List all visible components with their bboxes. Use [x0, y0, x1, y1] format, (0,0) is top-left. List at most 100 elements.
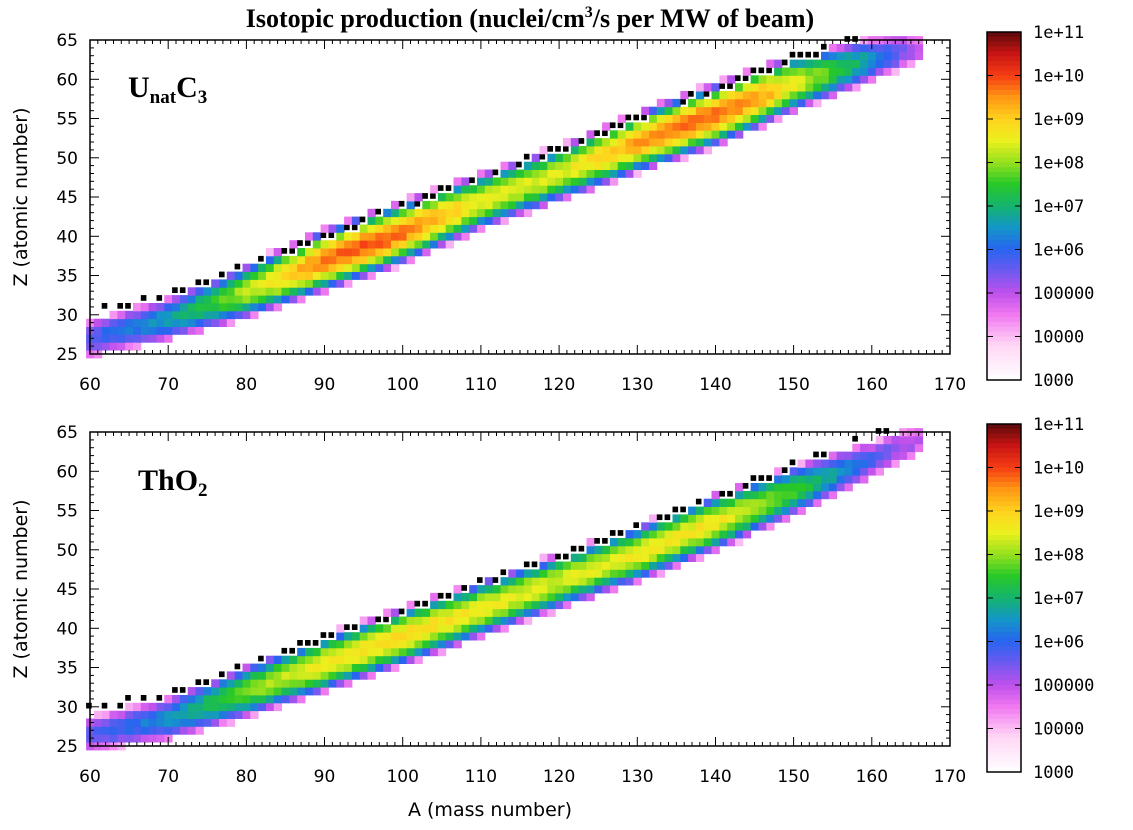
heatmap-cell — [187, 718, 196, 727]
colorbar-segment — [987, 302, 1021, 309]
heatmap-cell — [649, 161, 658, 170]
heatmap-cell — [852, 451, 861, 460]
heatmap-cell — [867, 67, 877, 76]
heatmap-cell — [688, 522, 697, 531]
heatmap-cell — [422, 224, 431, 233]
colorbar-tick-label: 1000 — [1033, 763, 1074, 783]
heatmap-cell — [234, 687, 243, 696]
heatmap-cell — [789, 67, 798, 76]
heatmap-cell — [891, 43, 900, 53]
heatmap-cell — [117, 718, 126, 727]
heatmap-cell — [641, 561, 650, 570]
heatmap-cell — [727, 538, 736, 547]
heatmap-cell — [414, 248, 423, 257]
heatmap-cell — [781, 67, 791, 76]
heatmap-cell — [516, 600, 525, 610]
heatmap-cell — [133, 318, 142, 327]
heatmap-cell — [93, 710, 103, 719]
heatmap-cell — [633, 530, 642, 539]
heatmap-cell — [555, 193, 564, 202]
heatmap-cell — [406, 224, 415, 233]
heatmap-cell — [649, 153, 658, 163]
heatmap-cell — [398, 632, 408, 641]
y-tick-label: 35 — [56, 659, 78, 679]
heatmap-cell — [414, 616, 423, 625]
heatmap-cell — [93, 718, 103, 727]
heatmap-cell — [523, 616, 533, 625]
heatmap-cell — [821, 75, 830, 84]
heatmap-cell — [805, 83, 814, 92]
colorbar-segment — [987, 428, 1021, 435]
heatmap-cell — [328, 240, 337, 249]
heatmap-cell — [844, 83, 853, 92]
heatmap-cell — [367, 632, 376, 641]
heatmap-cell — [711, 522, 720, 531]
heatmap-cell — [860, 75, 869, 84]
heatmap-cell — [633, 538, 642, 547]
heatmap-cell — [625, 561, 634, 570]
heatmap-cell — [821, 43, 827, 50]
heatmap-cell — [695, 122, 705, 131]
heatmap-cell — [625, 138, 634, 147]
heatmap-cell — [140, 710, 150, 719]
heatmap-cell — [649, 553, 658, 562]
heatmap-cell — [109, 710, 118, 719]
heatmap-cell — [391, 208, 400, 218]
heatmap-cell — [351, 640, 361, 649]
colorbar-segment — [987, 622, 1021, 628]
heatmap-cell — [649, 538, 658, 547]
heatmap-cell — [187, 687, 196, 696]
colorbar-segment — [987, 515, 1021, 522]
colorbar-segment — [987, 210, 1021, 217]
heatmap-cell — [742, 506, 752, 515]
colorbar-segment — [987, 651, 1021, 657]
heatmap-cell — [398, 640, 408, 649]
y-tick-label: 60 — [56, 462, 78, 482]
heatmap-cell — [289, 671, 298, 680]
heatmap-cell — [664, 561, 673, 570]
heatmap-cell — [484, 193, 494, 202]
heatmap-cell — [453, 224, 462, 233]
colorbar-segment — [987, 549, 1021, 556]
heatmap-cell — [469, 185, 478, 194]
heatmap-cell — [586, 153, 595, 163]
heatmap-cell — [351, 224, 358, 231]
heatmap-cell — [797, 59, 806, 68]
heatmap-cell — [570, 569, 580, 578]
heatmap-cell — [242, 295, 251, 304]
heatmap-cell — [445, 632, 454, 641]
heatmap-cell — [813, 498, 822, 507]
heatmap-cell — [867, 443, 877, 453]
heatmap-cell — [406, 200, 415, 210]
heatmap-cell — [860, 43, 869, 53]
heatmap-cell — [570, 161, 580, 170]
heatmap-cell — [797, 483, 806, 492]
heatmap-cell — [93, 734, 103, 743]
heatmap-cell — [602, 146, 611, 155]
heatmap-cell — [672, 130, 681, 139]
heatmap-cell — [500, 592, 509, 602]
heatmap-cell — [109, 318, 118, 327]
heatmap-cell — [219, 287, 228, 296]
heatmap-cell — [797, 467, 806, 476]
heatmap-cell — [602, 169, 611, 178]
heatmap-cell — [500, 608, 509, 617]
heatmap-cell — [586, 561, 595, 570]
heatmap-cell — [867, 451, 877, 460]
colorbar-segment — [987, 196, 1021, 202]
heatmap-cell — [821, 483, 830, 492]
colorbar-segment — [987, 201, 1021, 207]
heatmap-cell — [187, 702, 196, 712]
heatmap-cell — [422, 640, 431, 649]
heatmap-cell — [453, 624, 462, 633]
heatmap-cell — [375, 263, 384, 272]
heatmap-cell — [625, 122, 634, 131]
heatmap-cell — [774, 75, 783, 84]
heatmap-cell — [516, 592, 525, 602]
colorbar-segment — [987, 482, 1021, 488]
heatmap-cell — [398, 216, 408, 225]
heatmap-cell — [492, 177, 501, 186]
heatmap-cell — [172, 310, 181, 320]
heatmap-cell — [649, 130, 658, 139]
heatmap-cell — [203, 318, 212, 327]
